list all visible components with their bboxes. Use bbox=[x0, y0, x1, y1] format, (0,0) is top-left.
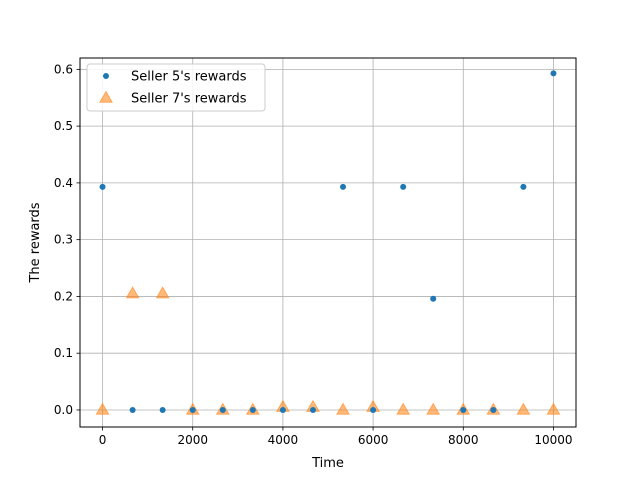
seller-7-point bbox=[155, 286, 170, 299]
seller-5-point bbox=[129, 406, 136, 413]
seller-5-point bbox=[490, 406, 497, 413]
seller-5-point bbox=[99, 183, 106, 190]
legend-box bbox=[86, 63, 266, 112]
x-tick-label: 8000 bbox=[448, 433, 479, 447]
x-tick-label: 6000 bbox=[358, 433, 389, 447]
plot-area bbox=[95, 70, 561, 415]
legend-marker-seller-7 bbox=[98, 90, 114, 103]
axis-ticks: 0 2000 4000 6000 8000 10000 0.0 0.1 0.2 0.3 0.4 0.5… bbox=[54, 62, 573, 447]
legend-label: Seller 5's rewards bbox=[131, 70, 247, 85]
seller-7-point bbox=[426, 402, 441, 415]
seller-5-point bbox=[460, 406, 467, 413]
y-tick-label: 0.3 bbox=[54, 233, 73, 247]
seller-5-point bbox=[189, 406, 196, 413]
y-tick-label: 0.0 bbox=[54, 403, 73, 417]
seller-5-point bbox=[249, 406, 256, 413]
x-tick-label: 10000 bbox=[534, 433, 572, 447]
y-tick-label: 0.2 bbox=[54, 289, 73, 303]
seller-7-point bbox=[335, 402, 351, 415]
axes-frame bbox=[79, 57, 577, 428]
y-tick-label: 0.6 bbox=[54, 62, 73, 76]
seller-5-point bbox=[279, 406, 286, 413]
legend-label: Seller 7's rewards bbox=[131, 92, 247, 107]
seller-7-point bbox=[95, 402, 110, 415]
seller-7-point bbox=[546, 402, 561, 415]
x-tick-label: 0 bbox=[99, 433, 107, 447]
legend-marker-seller-5 bbox=[103, 73, 109, 79]
x-axis-label: Time bbox=[311, 456, 344, 471]
seller-5-point bbox=[219, 406, 226, 413]
legend: Seller 5's rewards Seller 7's rewards bbox=[86, 63, 266, 112]
seller-5-point bbox=[430, 295, 437, 302]
seller-5-point bbox=[309, 406, 316, 413]
seller-5-point bbox=[400, 183, 407, 190]
seller-5-point bbox=[340, 183, 347, 190]
y-axis-label: The rewards bbox=[28, 202, 43, 283]
seller-7-point bbox=[125, 286, 140, 299]
seller-7-point bbox=[516, 402, 531, 415]
seller-5-point bbox=[370, 406, 377, 413]
seller-5-point bbox=[520, 183, 527, 190]
seller-5-point bbox=[159, 406, 166, 413]
x-tick-label: 4000 bbox=[268, 433, 299, 447]
y-tick-label: 0.1 bbox=[54, 346, 73, 360]
y-tick-label: 0.5 bbox=[54, 119, 73, 133]
y-tick-label: 0.4 bbox=[54, 176, 73, 190]
seller-7-point bbox=[396, 402, 411, 415]
seller-5-point bbox=[550, 70, 557, 77]
x-tick-label: 2000 bbox=[177, 433, 208, 447]
